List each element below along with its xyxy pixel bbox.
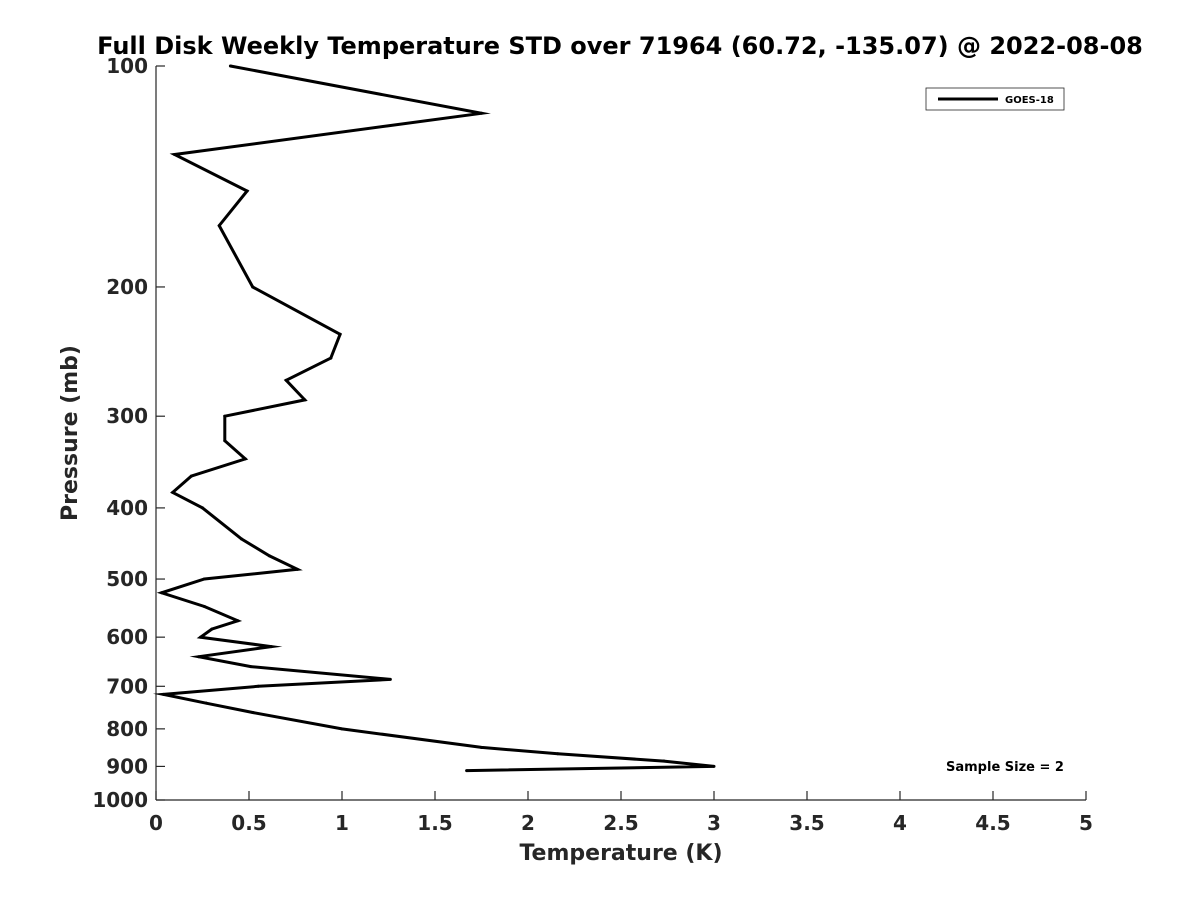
data-point [338, 332, 342, 336]
data-point [197, 655, 201, 659]
data-point [217, 224, 221, 228]
x-tick-label: 2.5 [603, 811, 638, 835]
data-point [388, 677, 392, 681]
data-point [251, 285, 255, 289]
data-point [202, 577, 206, 581]
data-point [245, 189, 249, 193]
data-point [480, 111, 483, 115]
x-tick-label: 5 [1079, 811, 1093, 835]
data-point [210, 627, 214, 631]
y-tick-label: 600 [106, 625, 148, 649]
y-tick-label: 1000 [92, 788, 148, 812]
data-point [160, 591, 164, 595]
y-tick-label: 400 [106, 496, 148, 520]
series-group [152, 64, 716, 773]
y-tick-label: 800 [106, 717, 148, 741]
x-tick-label: 4.5 [975, 811, 1010, 835]
data-point [556, 752, 560, 756]
data-point [243, 457, 247, 461]
legend: GOES-18 [925, 87, 1065, 111]
data-point [173, 153, 177, 157]
series-line-goes-18 [152, 64, 715, 773]
y-tick-label: 300 [106, 404, 148, 428]
chart-title: Full Disk Weekly Temperature STD over 71… [97, 32, 1143, 60]
x-ticks: 0 0.5 1 1.5 2 2.5 3 3.5 4 4.5 5 [149, 791, 1093, 835]
data-point [480, 745, 483, 749]
data-point [269, 645, 273, 649]
data-point [202, 605, 206, 609]
data-point [199, 635, 203, 639]
y-axis-label: Pressure (mb) [58, 345, 83, 521]
x-tick-label: 0 [149, 811, 163, 835]
data-point [267, 554, 271, 558]
data-point [249, 665, 253, 669]
x-tick-label: 2 [521, 811, 535, 835]
x-tick-label: 3.5 [789, 811, 824, 835]
data-point [161, 692, 165, 696]
data-point [251, 711, 255, 715]
data-point [240, 537, 244, 541]
y-tick-label: 700 [106, 674, 148, 698]
data-point [256, 684, 260, 688]
data-point [223, 414, 227, 418]
data-point [236, 619, 240, 623]
legend-label-goes-18: GOES-18 [1005, 95, 1054, 106]
data-point [329, 356, 333, 360]
data-point [303, 398, 307, 402]
x-tick-label: 1 [335, 811, 349, 835]
data-point [204, 701, 208, 705]
data-point [223, 439, 227, 443]
data-point [295, 567, 299, 571]
data-point [228, 64, 232, 68]
y-tick-label: 900 [106, 754, 148, 778]
data-point [712, 764, 716, 768]
y-tick-label: 200 [106, 275, 148, 299]
data-point [465, 769, 469, 773]
data-point [201, 506, 204, 510]
data-point [171, 490, 175, 494]
x-tick-label: 0.5 [231, 811, 266, 835]
y-ticks: 100 200 300 400 500 600 700 800 900 1000 [92, 54, 165, 812]
sample-size-annotation: Sample Size = 2 [946, 760, 1064, 775]
plot-area [155, 66, 1086, 801]
x-tick-label: 1.5 [417, 811, 452, 835]
x-axis-label: Temperature (K) [519, 841, 722, 866]
data-point [662, 759, 666, 763]
data-point [340, 727, 344, 731]
data-point [284, 378, 288, 382]
data-point [189, 474, 193, 478]
x-tick-label: 3 [707, 811, 721, 835]
y-tick-label: 100 [106, 54, 148, 78]
y-tick-label: 500 [106, 567, 148, 591]
x-tick-label: 4 [893, 811, 907, 835]
